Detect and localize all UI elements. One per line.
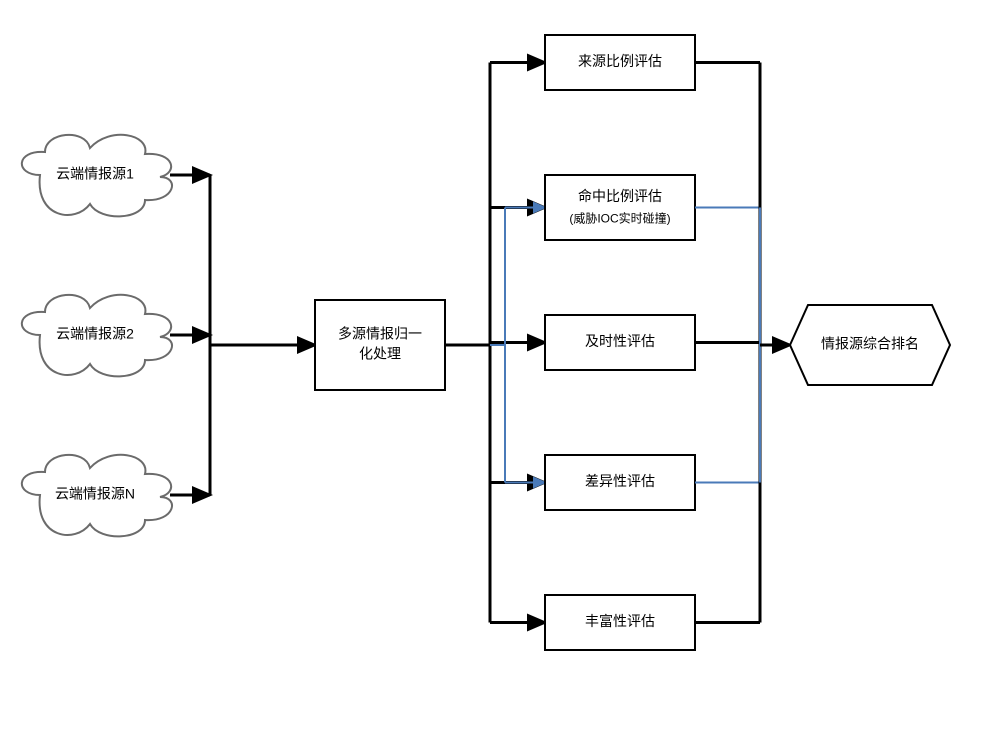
normalization-box: 多源情报归一化处理 (315, 300, 445, 390)
cloud-label: 云端情报源1 (56, 166, 134, 182)
cloud-to-norm-arrows (170, 175, 315, 495)
cloud-label: 云端情报源N (55, 486, 135, 502)
eval-to-rank-arrows (695, 63, 790, 623)
cloud-source-1: 云端情报源1 (22, 135, 172, 217)
cloud-label: 云端情报源2 (56, 326, 134, 342)
norm-to-eval-arrows (445, 63, 545, 623)
eval-box-difference: 差异性评估 (545, 455, 695, 510)
normalization-label-2: 化处理 (359, 346, 401, 362)
eval-sublabel: (威胁IOC实时碰撞) (569, 211, 670, 226)
eval-box-hit_ratio: 命中比例评估 (威胁IOC实时碰撞) (545, 175, 695, 240)
normalization-label-1: 多源情报归一 (338, 326, 422, 342)
flow-diagram: 云端情报源1云端情报源2云端情报源N 多源情报归一化处理 来源比例评估命中比例评… (0, 0, 1000, 748)
eval-label: 命中比例评估 (578, 188, 662, 204)
rank-label: 情报源综合排名 (821, 336, 919, 352)
eval-box-timeliness: 及时性评估 (545, 315, 695, 370)
eval-box-richness: 丰富性评估 (545, 595, 695, 650)
eval-label: 及时性评估 (585, 333, 655, 349)
cloud-source-3: 云端情报源N (22, 455, 172, 537)
rank-hexagon: 情报源综合排名 (790, 305, 950, 385)
cloud-source-2: 云端情报源2 (22, 295, 172, 377)
eval-label: 丰富性评估 (585, 613, 655, 629)
eval-label: 来源比例评估 (578, 53, 662, 69)
eval-label: 差异性评估 (585, 473, 655, 489)
eval-box-source_ratio: 来源比例评估 (545, 35, 695, 90)
